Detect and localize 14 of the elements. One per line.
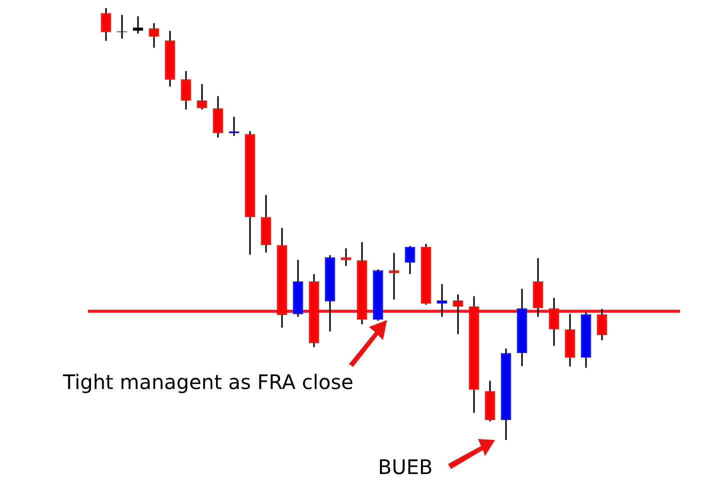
- candlestick: [596, 308, 608, 341]
- candlestick: [436, 283, 448, 318]
- candlestick: [340, 247, 352, 267]
- candlestick: [148, 22, 160, 48]
- candlestick: [452, 294, 464, 335]
- candlestick: [133, 15, 143, 34]
- text: BUEB: [378, 455, 433, 479]
- candlestick: [196, 83, 208, 110]
- annotation: Tight managent as FRA close: [63, 370, 354, 394]
- candlestick: [180, 70, 192, 110]
- candlestick: [388, 252, 400, 300]
- candlestick: [548, 297, 560, 347]
- candlestick: [100, 7, 112, 42]
- candlestick: [212, 95, 224, 138]
